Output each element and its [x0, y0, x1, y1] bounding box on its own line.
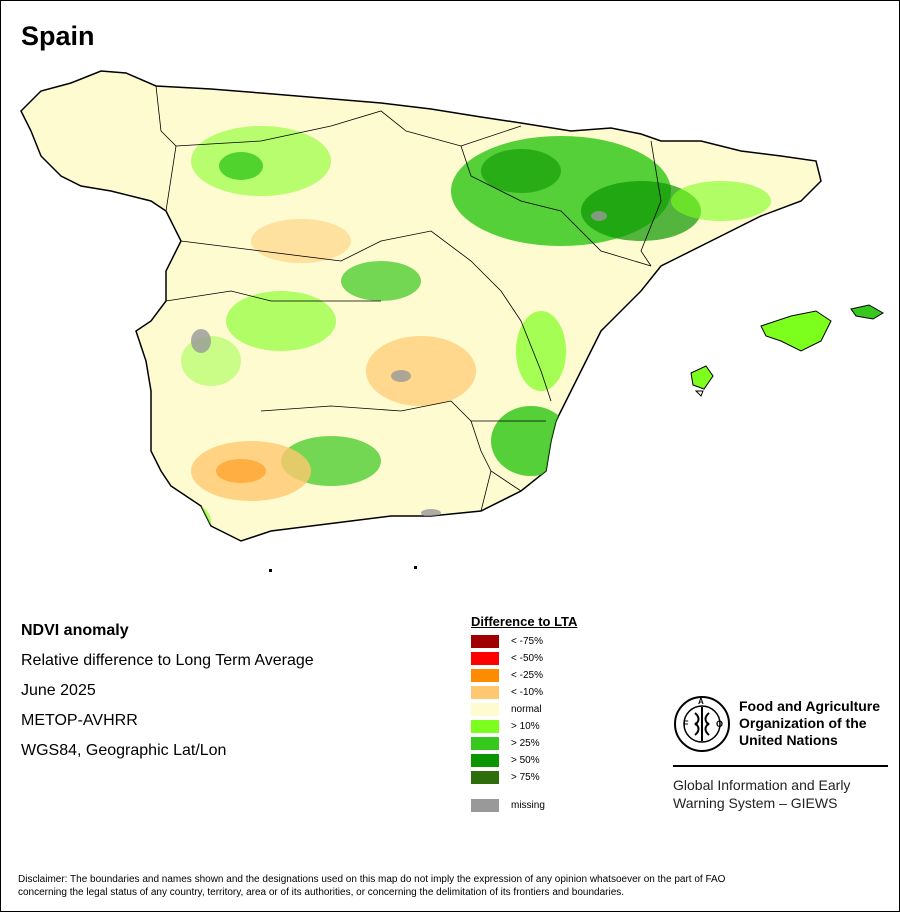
legend-item: < -10% [471, 686, 543, 699]
legend-swatch [471, 799, 499, 812]
info-line: Relative difference to Long Term Average [21, 652, 314, 669]
ibiza-island [690, 365, 714, 390]
disclaimer-line: concerning the legal status of any count… [18, 887, 625, 898]
fao-name-line: Food and Agriculture [739, 698, 881, 714]
legend-swatch [471, 754, 499, 767]
giews-line: Warning System – GIEWS [673, 795, 838, 811]
legend-item: < -25% [471, 669, 543, 682]
giews-line: Global Information and Early [673, 777, 851, 793]
fao-organization-name: Food and Agriculture Organization of the… [739, 698, 880, 749]
legend-swatch [471, 669, 499, 682]
legend-item: < -50% [471, 652, 543, 665]
map-info: NDVI anomaly Relative difference to Long… [21, 621, 314, 771]
legend-item: > 10% [471, 720, 540, 733]
enclave-ceuta [269, 569, 272, 572]
svg-text:A: A [698, 697, 704, 706]
legend-swatch [471, 703, 499, 716]
legend-label: < -50% [511, 653, 543, 664]
giews-name: Global Information and Early Warning Sys… [673, 776, 850, 812]
legend-swatch [471, 771, 499, 784]
disclaimer: Disclaimer: The boundaries and names sho… [18, 873, 888, 899]
legend: Difference to LTA < -75% < -50% < -25% <… [471, 614, 578, 812]
legend-item: > 50% [471, 754, 540, 767]
legend-label: < -75% [511, 636, 543, 647]
legend-item: > 75% [471, 771, 540, 784]
info-line: June 2025 [21, 682, 96, 699]
enclave-melilla [414, 566, 417, 569]
fao-divider [673, 765, 888, 767]
mainland-spain [20, 70, 822, 542]
legend-title: Difference to LTA [471, 614, 578, 629]
info-line: WGS84, Geographic Lat/Lon [21, 742, 227, 759]
legend-label: > 25% [511, 738, 540, 749]
legend-swatch [471, 737, 499, 750]
legend-item: > 25% [471, 737, 540, 750]
disclaimer-line: Disclaimer: The boundaries and names sho… [18, 874, 726, 885]
mallorca-island [760, 310, 832, 352]
legend-label: > 75% [511, 772, 540, 783]
fao-name-line: Organization of the [739, 715, 867, 731]
info-line: NDVI anomaly [21, 622, 129, 639]
legend-label: > 10% [511, 721, 540, 732]
svg-text:F: F [683, 719, 689, 729]
legend-item: < -75% [471, 635, 543, 648]
region-boundaries [155, 85, 662, 512]
fao-name-line: United Nations [739, 732, 838, 748]
fao-emblem-icon: F A O [674, 696, 730, 752]
legend-swatch [471, 652, 499, 665]
legend-item: missing [471, 799, 545, 812]
ndvi-map [20, 70, 884, 572]
legend-item: normal [471, 703, 542, 716]
map-title: Spain [21, 21, 95, 51]
info-line: METOP-AVHRR [21, 712, 138, 729]
legend-swatch [471, 686, 499, 699]
menorca-island [850, 304, 884, 320]
svg-text:O: O [716, 719, 723, 729]
legend-label: < -25% [511, 670, 543, 681]
legend-label: < -10% [511, 687, 543, 698]
legend-label: normal [511, 704, 542, 715]
legend-label: > 50% [511, 755, 540, 766]
legend-label: missing [511, 800, 545, 811]
legend-swatch [471, 635, 499, 648]
legend-swatch [471, 720, 499, 733]
anomaly-patches [151, 126, 771, 541]
formentera-island [694, 390, 704, 397]
